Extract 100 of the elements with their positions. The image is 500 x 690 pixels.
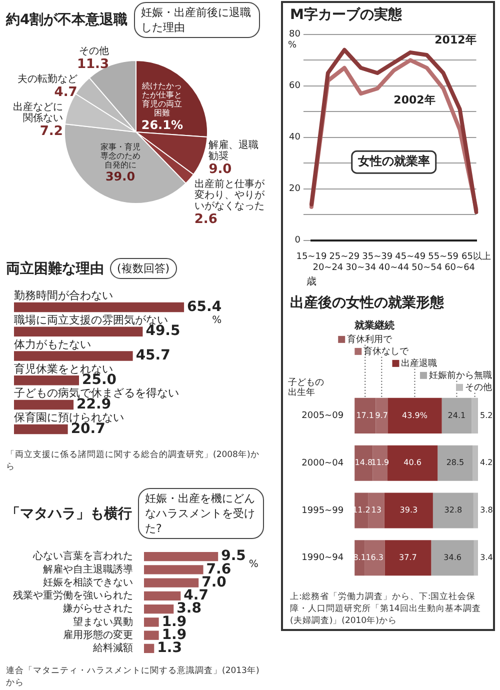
data-label: 5.2 — [480, 410, 493, 420]
x-tick-label: 45~49 — [395, 252, 426, 262]
y-tick-label: 妊娠を相談できない — [43, 576, 133, 588]
y-tick-label: 1990~94 — [302, 553, 344, 564]
bar — [144, 644, 154, 654]
series-label: 2002年 — [394, 93, 436, 106]
bar — [438, 445, 473, 481]
data-label: 11.3 — [76, 57, 110, 72]
legend-label: 妊娠前から無職 — [429, 370, 492, 381]
y-tick-label: 2005~09 — [302, 411, 344, 422]
x-tick-label: 50~54 — [412, 262, 442, 273]
data-label: 28.5 — [446, 458, 464, 468]
data-label: 43.9% — [402, 410, 428, 420]
data-label: 26.1% — [141, 118, 183, 132]
slice-label: その他 — [79, 44, 110, 57]
text: 「両立支援に係る諸問題に関する総合的調査研究」(2008年)から — [6, 449, 260, 473]
data-label: 4.2 — [480, 458, 493, 468]
x-axis-title: % — [212, 314, 222, 326]
bar — [384, 492, 433, 528]
bar — [473, 492, 478, 528]
legend-label: 出産退職 — [401, 358, 438, 369]
bar — [14, 351, 133, 361]
data-label: 13 — [371, 506, 382, 515]
slice-label: 続けたかったが仕事と育児の両立困難 — [141, 82, 182, 118]
legend-label: 育休利用で — [347, 334, 394, 345]
bar — [368, 492, 384, 528]
chart-title: M字カーブの実態 — [290, 6, 402, 24]
data-label: 24.1 — [448, 410, 466, 420]
bar — [144, 578, 199, 588]
annotation: 女性の就業率 — [356, 154, 430, 168]
bar — [14, 302, 184, 312]
y-tick-label: 残業や重労働を強いられた — [13, 590, 133, 602]
slice-label: 出産などに関係ない — [12, 100, 63, 124]
data-label: 9.7 — [375, 410, 388, 420]
slice-label: 出産前と仕事が変わり、やりがいがなくなった — [194, 178, 266, 212]
x-tick-label: 55~59 — [428, 252, 459, 262]
bar — [472, 445, 478, 481]
x-tick-label: 60~64 — [444, 262, 476, 273]
bar — [14, 376, 79, 386]
y-tick-label: 心ない言葉を言われた — [32, 550, 133, 562]
y-axis-title: 子どもの出生年 — [288, 376, 324, 398]
y-tick-label: 給料減額 — [92, 642, 133, 654]
x-tick-label: 35~39 — [362, 252, 393, 262]
bar — [431, 540, 474, 576]
y-tick-label: 40 — [289, 132, 301, 143]
y-tick-label: 体力がもたない — [14, 338, 91, 351]
bar — [144, 591, 181, 601]
data-label: 39.0 — [105, 170, 136, 184]
y-tick-label: 雇用形態の変更 — [63, 628, 133, 641]
bar — [354, 445, 373, 481]
data-label: 3.8 — [480, 506, 493, 515]
bar — [144, 618, 159, 627]
slice-label: 夫の転勤など — [17, 72, 78, 85]
x-tick-label: 30~34 — [346, 262, 376, 273]
x-tick-label: 40~44 — [378, 262, 410, 273]
legend-label: その他 — [465, 382, 492, 393]
x-tick-label: 65以上 — [462, 251, 491, 262]
data-label: 40.6 — [404, 458, 422, 468]
bar — [144, 630, 159, 640]
y-tick-label: 嫌がらせされた — [63, 602, 133, 615]
chart-subtitle: 妊娠・出産を機にどんなハラスメントを受けた? — [138, 488, 264, 539]
text: 連合「マタニティ・ハラスメントに関する意識調査」(2013年)から — [6, 665, 260, 689]
y-tick-label: 2000~04 — [302, 458, 344, 468]
bar — [388, 398, 442, 434]
chart-subtitle: 妊娠・出産前後に退職した理由 — [134, 2, 260, 38]
data-label: 65.4 — [187, 298, 222, 315]
chart-title: 「マタハラ」も横行 — [6, 504, 132, 522]
chart-title: 約4割が不本意退職 — [6, 11, 128, 29]
bar — [432, 492, 474, 528]
y-tick-label: 0 — [294, 236, 301, 246]
bar — [474, 540, 478, 576]
data-label: 37.7 — [399, 552, 417, 562]
y-tick-label: 望まない異動 — [73, 616, 133, 628]
data-label: 3.4 — [480, 552, 493, 562]
y-tick-label: 80 — [289, 30, 301, 40]
data-label: 39.3 — [400, 506, 418, 515]
data-label: 11.9 — [371, 458, 390, 468]
bar — [14, 400, 74, 410]
data-label: 1.3 — [157, 640, 182, 656]
slice-label: 家事・育児専念のため自発的に — [100, 142, 140, 170]
data-label: 16.3 — [366, 552, 384, 562]
data-label: 9.0 — [208, 162, 232, 178]
chart-title: 出産後の女性の就業形態 — [290, 294, 444, 312]
data-label: 14.8 — [354, 458, 373, 468]
y-axis-title: % — [288, 40, 297, 51]
y-tick-label: 解雇や自主退職誘導 — [43, 563, 133, 576]
y-tick-label: 60 — [289, 81, 301, 92]
bar — [144, 552, 218, 562]
data-label: 49.5 — [146, 323, 180, 340]
bar — [14, 424, 68, 434]
x-axis-title: % — [248, 559, 258, 570]
data-label: 17.1 — [356, 410, 374, 420]
bar — [384, 540, 432, 576]
x-tick-label: 25~29 — [329, 252, 360, 262]
bar — [388, 445, 438, 481]
bar — [442, 398, 472, 434]
data-label: 45.7 — [136, 348, 170, 364]
bar — [472, 398, 478, 434]
chart-title: 両立困難な理由 — [6, 260, 104, 278]
x-tick-label: 20~24 — [312, 262, 344, 273]
